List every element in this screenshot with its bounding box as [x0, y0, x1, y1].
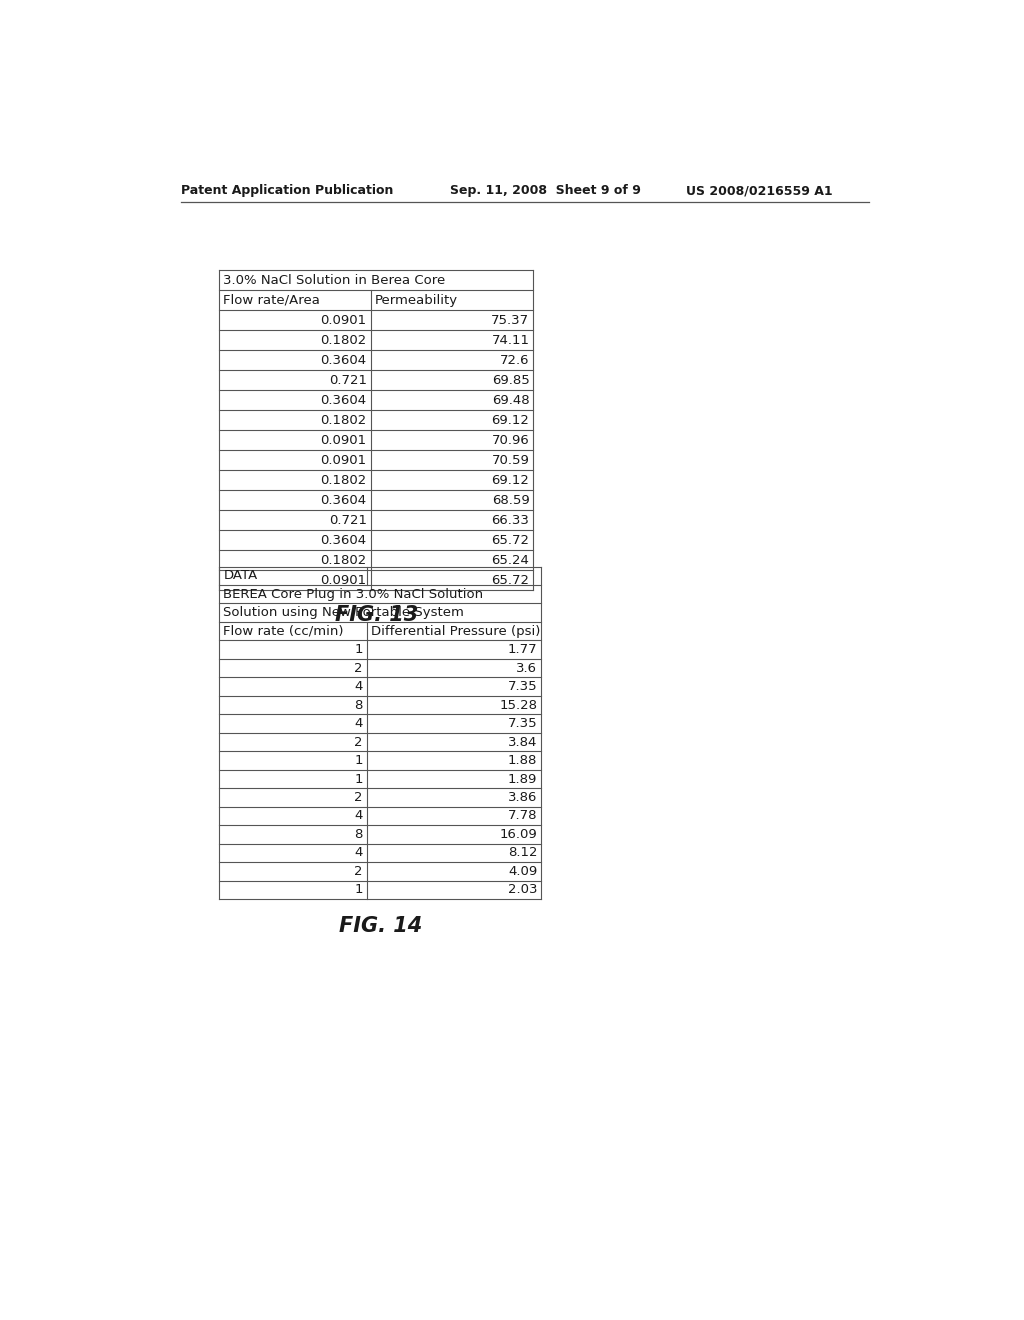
Text: 4.09: 4.09: [508, 865, 538, 878]
Text: 1: 1: [354, 772, 362, 785]
Text: 8: 8: [354, 828, 362, 841]
Text: 75.37: 75.37: [492, 314, 529, 326]
Text: 0.0901: 0.0901: [321, 434, 367, 446]
Text: 72.6: 72.6: [500, 354, 529, 367]
Text: BEREA Core Plug in 3.0% NaCl Solution: BEREA Core Plug in 3.0% NaCl Solution: [223, 587, 483, 601]
Text: 0.1802: 0.1802: [321, 554, 367, 566]
Text: Patent Application Publication: Patent Application Publication: [180, 185, 393, 197]
Text: 8: 8: [354, 698, 362, 711]
Text: 0.1802: 0.1802: [321, 413, 367, 426]
Text: Permeability: Permeability: [375, 293, 458, 306]
Text: 0.3604: 0.3604: [321, 354, 367, 367]
Text: Sep. 11, 2008  Sheet 9 of 9: Sep. 11, 2008 Sheet 9 of 9: [450, 185, 640, 197]
Text: 0.0901: 0.0901: [321, 314, 367, 326]
Text: DATA: DATA: [223, 569, 258, 582]
Text: Solution using New Portable System: Solution using New Portable System: [223, 606, 464, 619]
Text: 66.33: 66.33: [492, 513, 529, 527]
Text: 2: 2: [354, 865, 362, 878]
Text: 3.84: 3.84: [508, 735, 538, 748]
Text: 2: 2: [354, 735, 362, 748]
Text: 1: 1: [354, 754, 362, 767]
Text: 69.48: 69.48: [492, 393, 529, 407]
Text: 7.35: 7.35: [508, 717, 538, 730]
Text: 70.59: 70.59: [492, 454, 529, 467]
Text: 0.721: 0.721: [329, 513, 367, 527]
Text: 1.88: 1.88: [508, 754, 538, 767]
Text: 69.12: 69.12: [492, 474, 529, 487]
Text: 65.72: 65.72: [492, 533, 529, 546]
Text: 7.78: 7.78: [508, 809, 538, 822]
Text: 2: 2: [354, 661, 362, 675]
Text: 0.721: 0.721: [329, 374, 367, 387]
Text: 0.3604: 0.3604: [321, 494, 367, 507]
Text: 15.28: 15.28: [500, 698, 538, 711]
Text: 3.0% NaCl Solution in Berea Core: 3.0% NaCl Solution in Berea Core: [223, 273, 445, 286]
Text: 74.11: 74.11: [492, 334, 529, 347]
Text: 2.03: 2.03: [508, 883, 538, 896]
Text: 0.0901: 0.0901: [321, 454, 367, 467]
Text: 3.6: 3.6: [516, 661, 538, 675]
Text: 65.24: 65.24: [492, 554, 529, 566]
Text: 1: 1: [354, 883, 362, 896]
Text: 69.85: 69.85: [492, 374, 529, 387]
Text: 4: 4: [354, 846, 362, 859]
Text: 4: 4: [354, 809, 362, 822]
Text: 16.09: 16.09: [500, 828, 538, 841]
Text: 0.0901: 0.0901: [321, 574, 367, 587]
Text: 0.3604: 0.3604: [321, 533, 367, 546]
Text: 1.89: 1.89: [508, 772, 538, 785]
Text: 68.59: 68.59: [492, 494, 529, 507]
Text: 0.1802: 0.1802: [321, 474, 367, 487]
Text: 1.77: 1.77: [508, 643, 538, 656]
Text: 1: 1: [354, 643, 362, 656]
Text: Differential Pressure (psi): Differential Pressure (psi): [371, 624, 540, 638]
Text: 0.3604: 0.3604: [321, 393, 367, 407]
Text: FIG. 14: FIG. 14: [339, 916, 422, 936]
Text: 3.86: 3.86: [508, 791, 538, 804]
Text: 70.96: 70.96: [492, 434, 529, 446]
Text: 69.12: 69.12: [492, 413, 529, 426]
Text: US 2008/0216559 A1: US 2008/0216559 A1: [686, 185, 833, 197]
Text: Flow rate/Area: Flow rate/Area: [223, 293, 321, 306]
Text: 2: 2: [354, 791, 362, 804]
Text: 7.35: 7.35: [508, 680, 538, 693]
Text: Flow rate (cc/min): Flow rate (cc/min): [223, 624, 344, 638]
Text: 4: 4: [354, 680, 362, 693]
Text: FIG. 13: FIG. 13: [335, 605, 418, 624]
Text: 65.72: 65.72: [492, 574, 529, 587]
Text: 8.12: 8.12: [508, 846, 538, 859]
Text: 0.1802: 0.1802: [321, 334, 367, 347]
Text: 4: 4: [354, 717, 362, 730]
